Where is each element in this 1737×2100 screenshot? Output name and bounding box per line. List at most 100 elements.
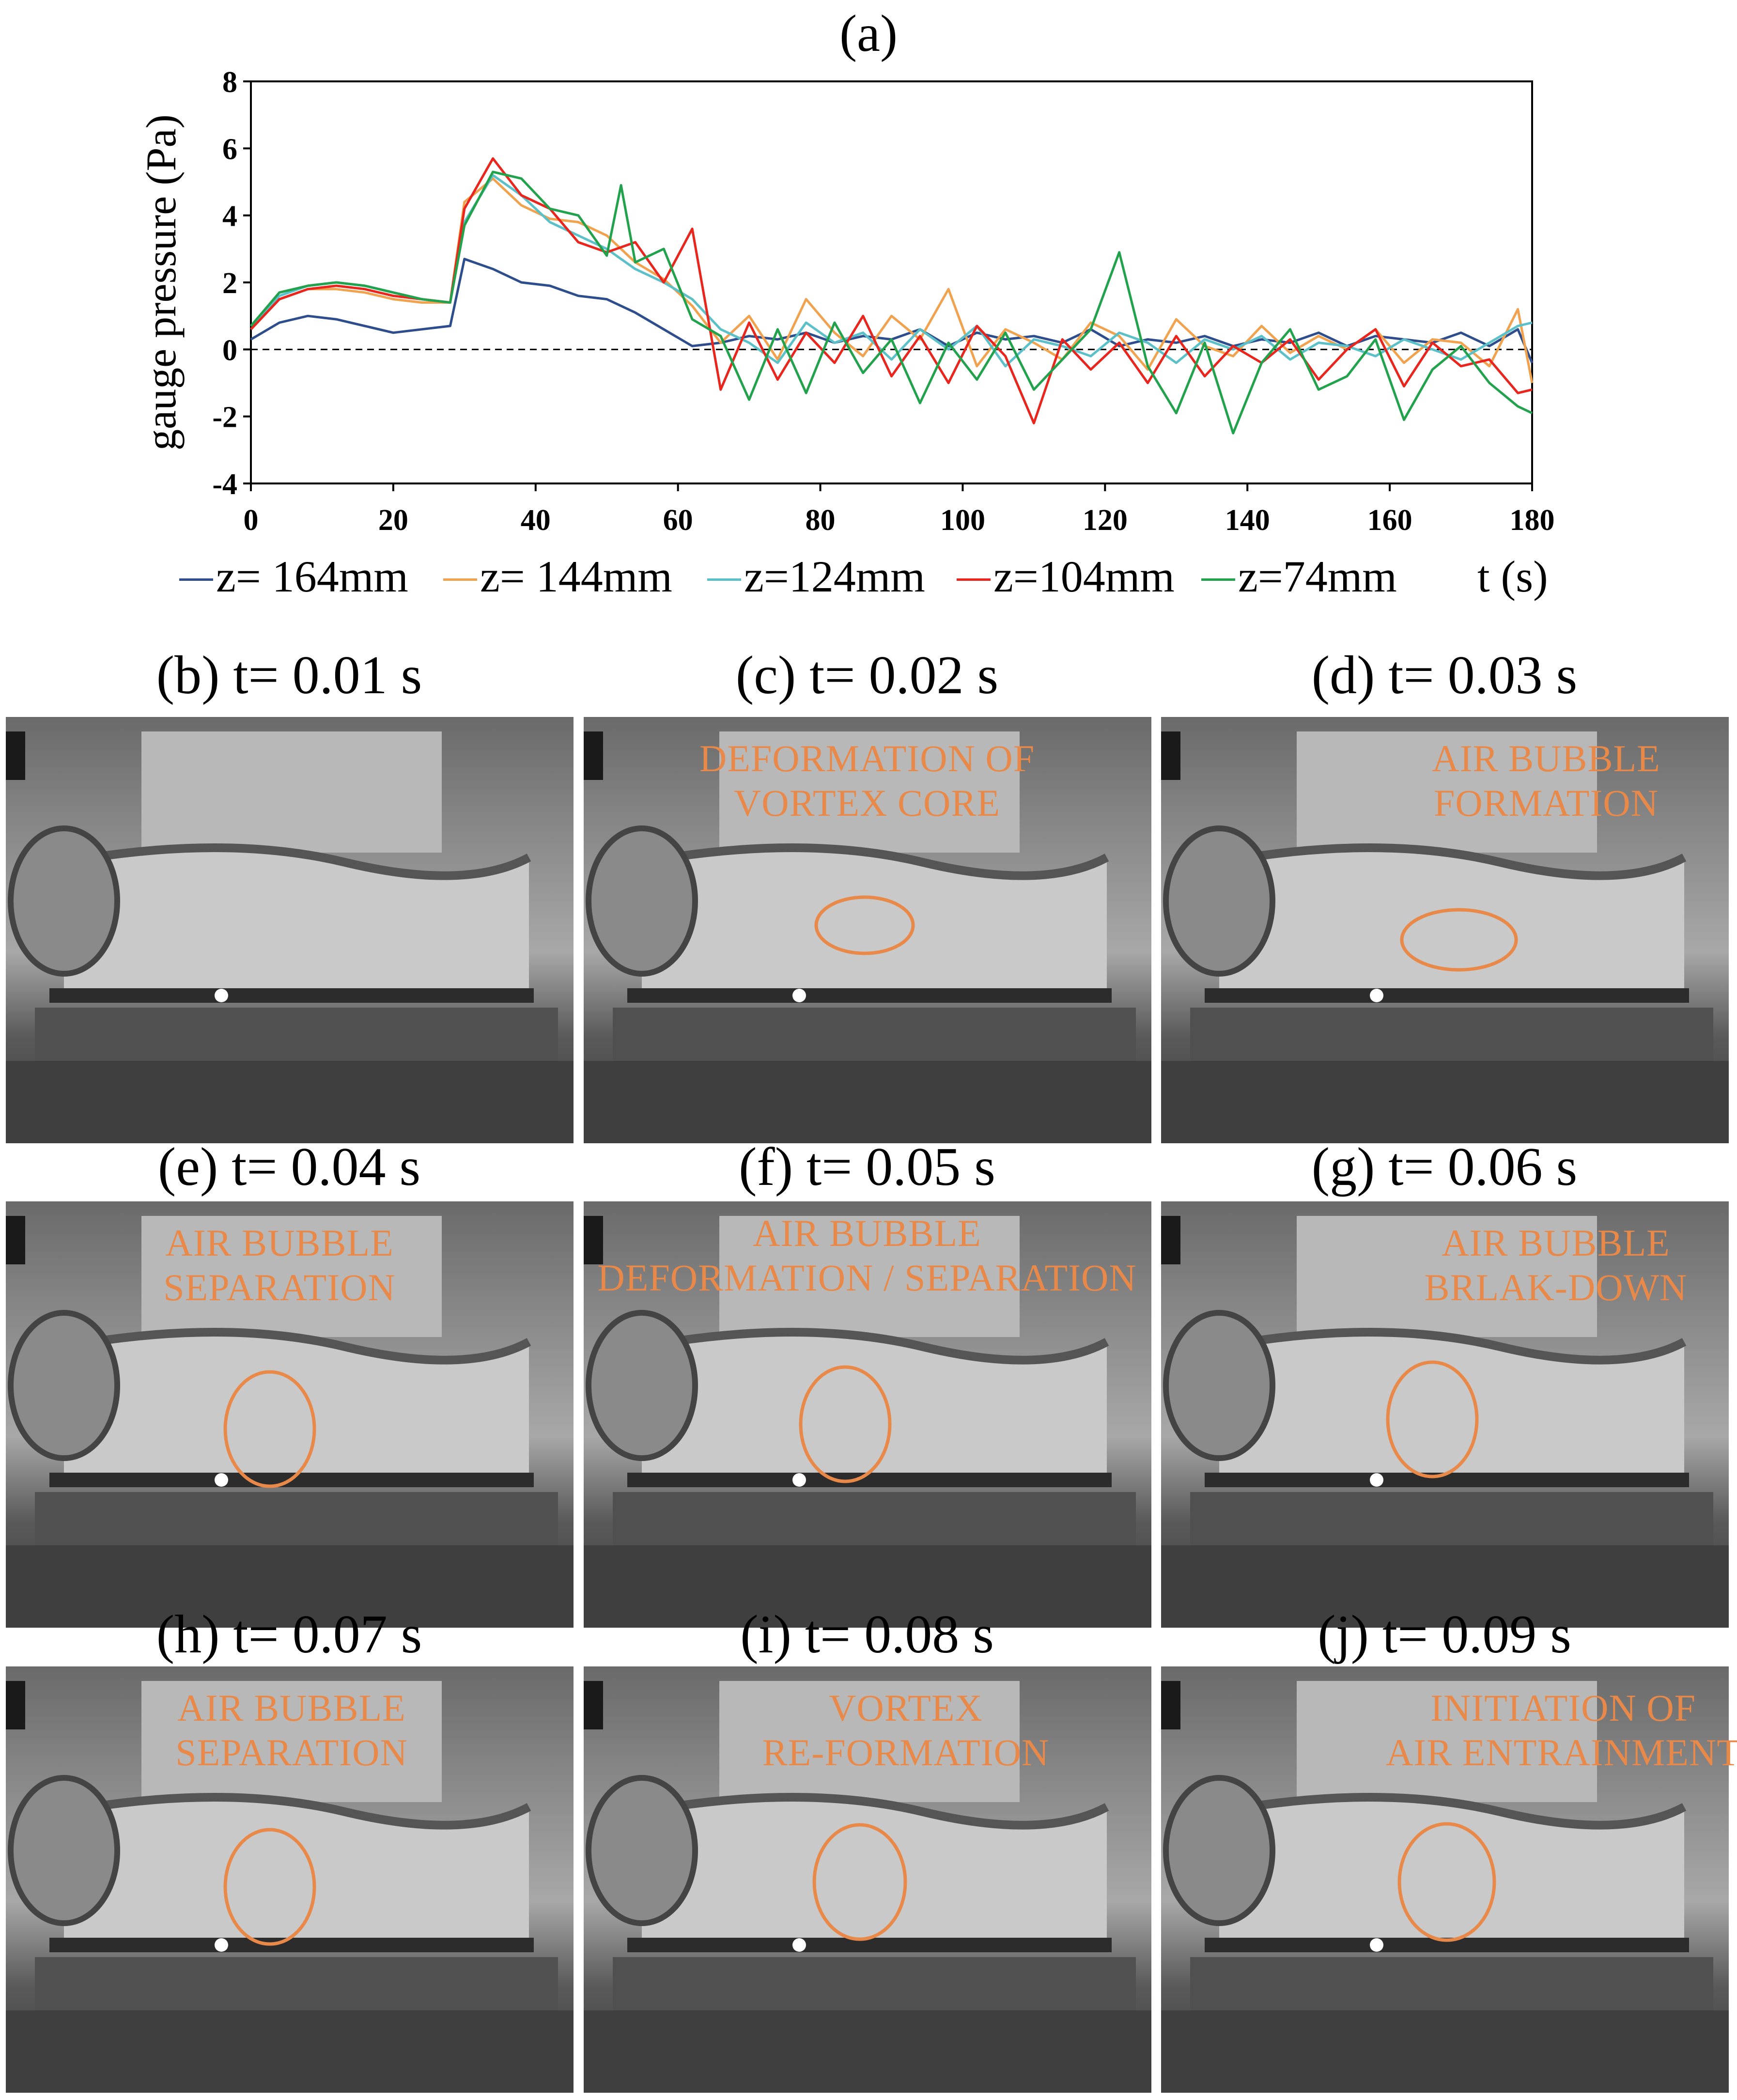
panel-title: (c) t= 0.02 s	[735, 645, 999, 705]
legend-swatch	[443, 578, 477, 581]
highlight-ring	[223, 1370, 316, 1488]
panel-annotation: DEFORMATION OF VORTEX CORE	[699, 736, 1035, 825]
highlight-ring	[223, 1828, 316, 1946]
annotation-line: SEPARATION	[175, 1731, 408, 1774]
annotation-line: INITIATION OF	[1430, 1687, 1696, 1729]
y-tick-label: 8	[222, 66, 237, 99]
legend-label: z=104mm	[993, 552, 1175, 601]
annotation-line: DEFORMATION / SEPARATION	[597, 1257, 1137, 1299]
experiment-photo	[6, 1201, 574, 1628]
experiment-photo	[1161, 1201, 1729, 1628]
annotation-line: AIR BUBBLE	[753, 1212, 981, 1254]
photo-image	[1161, 1201, 1729, 1628]
legend-label: z=124mm	[744, 552, 925, 601]
highlight-ring	[1397, 1822, 1496, 1942]
annotation-line: DEFORMATION OF	[699, 737, 1035, 779]
photo-image	[6, 1666, 574, 2093]
panel-annotation: AIR BUBBLE SEPARATION	[163, 1221, 396, 1310]
panel-title: (e) t= 0.04 s	[157, 1137, 421, 1197]
annotation-line: AIR BUBBLE	[1432, 737, 1660, 779]
annotation-line: VORTEX	[829, 1687, 983, 1729]
panel-title: (b) t= 0.01 s	[156, 645, 422, 705]
photo-image	[584, 717, 1151, 1143]
y-axis-title: gauge pressure (Pa)	[138, 114, 185, 451]
series-line-3	[250, 157, 1533, 424]
series-line-1	[250, 177, 1534, 383]
legend-label: z= 144mm	[480, 552, 672, 601]
experiment-photo	[584, 1666, 1151, 2093]
x-tick-label: 20	[378, 504, 408, 537]
x-tick-label: 40	[521, 504, 551, 537]
panel-title: (j) t= 0.09 s	[1318, 1604, 1571, 1664]
y-tick-label: 2	[222, 267, 237, 300]
panel-title: (h) t= 0.07 s	[156, 1604, 422, 1664]
experiment-photo	[584, 1201, 1151, 1628]
y-tick-label: 4	[222, 200, 237, 233]
legend-item-104: z=104mm	[957, 547, 1175, 606]
annotation-line: AIR BUBBLE	[165, 1222, 394, 1264]
x-tick-label: 120	[1083, 504, 1128, 537]
legend-swatch	[957, 578, 991, 581]
legend-swatch	[707, 578, 741, 581]
annotation-line: RE-FORMATION	[762, 1731, 1050, 1774]
legend-swatch	[179, 578, 213, 581]
panel-annotation: AIR BUBBLE SEPARATION	[175, 1686, 408, 1775]
series-line-2	[250, 174, 1533, 368]
experiment-photo	[584, 717, 1151, 1143]
highlight-ring	[814, 895, 915, 955]
legend-item-164: z= 164mm	[179, 547, 408, 606]
panel-title: (g) t= 0.06 s	[1311, 1137, 1578, 1197]
annotation-line: AIR BUBBLE	[1442, 1222, 1670, 1264]
experiment-photo	[1161, 1666, 1729, 2093]
photo-image	[1161, 717, 1729, 1143]
x-tick-label: 80	[806, 504, 836, 537]
legend-item-74: z=74mm	[1201, 547, 1397, 606]
panel-a-label: (a)	[839, 5, 898, 62]
x-tick-label: 0	[244, 504, 259, 537]
annotation-line: SEPARATION	[163, 1266, 396, 1309]
panel-annotation: AIR BUBBLE DEFORMATION / SEPARATION	[597, 1211, 1136, 1300]
panel-annotation: INITIATION OF AIR ENTRAINMENT	[1386, 1686, 1737, 1775]
highlight-ring	[1386, 1360, 1479, 1478]
plot-frame	[250, 80, 1533, 484]
pressure-chart: 0 20 40 60 80 100 120 140 160 180 -4 -2 0 2 4 6 8 gauge p…	[138, 66, 1555, 537]
annotation-line: AIR ENTRAINMENT	[1385, 1731, 1737, 1774]
photo-image	[584, 1201, 1151, 1628]
annotation-line: FORMATION	[1433, 782, 1659, 824]
annotation-line: VORTEX CORE	[733, 782, 1001, 824]
experiment-photo	[6, 1666, 574, 2093]
x-tick-label: 160	[1367, 504, 1412, 537]
panel-annotation: VORTEX RE-FORMATION	[762, 1686, 1050, 1775]
legend-label: z= 164mm	[216, 552, 408, 601]
annotation-line: BRLAK-DOWN	[1424, 1266, 1688, 1309]
annotation-line: AIR BUBBLE	[177, 1687, 406, 1729]
legend-item-124: z=124mm	[707, 547, 925, 606]
legend-label: z=74mm	[1238, 552, 1397, 601]
x-tick-label: 60	[663, 504, 693, 537]
experiment-photo	[1161, 717, 1729, 1143]
photo-image	[6, 1201, 574, 1628]
experiment-photo	[6, 717, 574, 1143]
highlight-ring	[1400, 908, 1518, 972]
legend-swatch	[1201, 578, 1235, 581]
y-tick-label: 6	[222, 133, 237, 166]
highlight-ring	[812, 1823, 907, 1941]
panel-annotation: AIR BUBBLE BRLAK-DOWN	[1425, 1221, 1688, 1310]
photo-image	[584, 1666, 1151, 2093]
x-tick-label: 100	[940, 504, 985, 537]
panel-title: (d) t= 0.03 s	[1311, 645, 1578, 705]
x-tick-label: 180	[1510, 504, 1555, 537]
legend-item-144: z= 144mm	[443, 547, 672, 606]
photo-image	[1161, 1666, 1729, 2093]
x-tick-label: 140	[1225, 504, 1270, 537]
y-tick-label: 0	[222, 334, 237, 367]
panel-title: (f) t= 0.05 s	[739, 1137, 995, 1197]
photo-image	[6, 717, 574, 1143]
panel-title: (i) t= 0.08 s	[740, 1604, 994, 1664]
panel-annotation: AIR BUBBLE FORMATION	[1432, 736, 1660, 825]
y-tick-label: -4	[212, 468, 237, 501]
series-line-4	[250, 171, 1533, 435]
highlight-ring	[799, 1365, 892, 1483]
y-tick-label: -2	[212, 401, 237, 434]
x-axis-label: t (s)	[1477, 552, 1548, 601]
